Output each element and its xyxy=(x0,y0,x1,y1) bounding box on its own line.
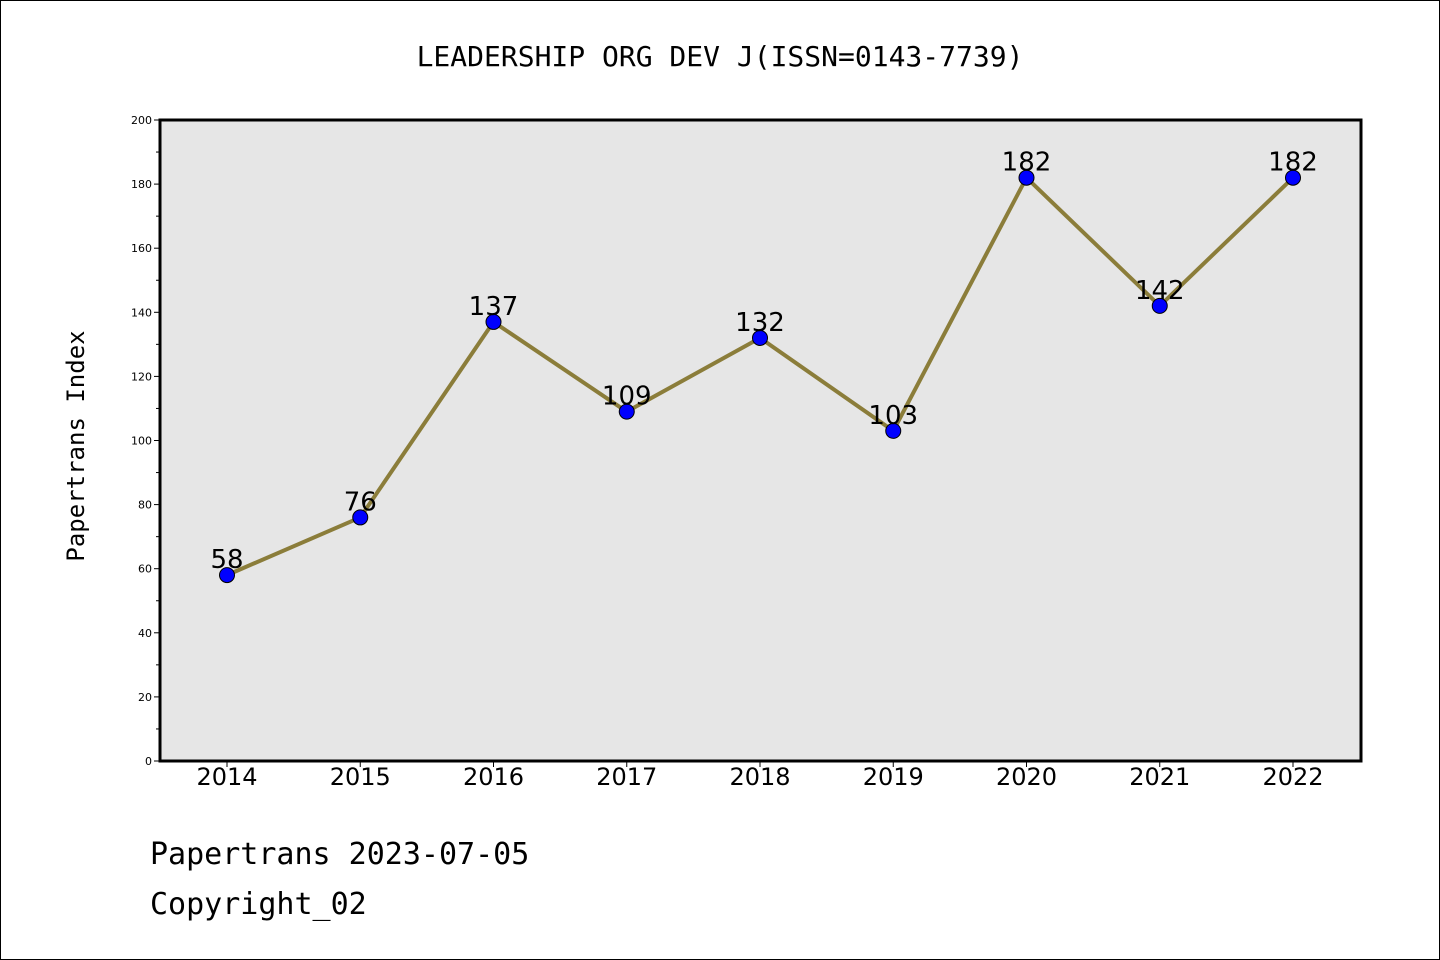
x-tick-label: 2015 xyxy=(330,763,391,791)
data-label: 109 xyxy=(602,382,652,412)
x-tick-label: 2016 xyxy=(463,763,524,791)
data-point xyxy=(618,403,635,420)
y-axis-ticks: 0 20 40 60 80 100 120 140 160 180 200 xyxy=(131,114,160,768)
data-point xyxy=(885,422,902,439)
data-point xyxy=(219,567,235,584)
y-tick-label: 20 xyxy=(138,691,152,704)
y-tick-label: 80 xyxy=(138,499,152,512)
y-tick-label: 60 xyxy=(138,563,152,576)
y-tick-label: 180 xyxy=(131,178,152,191)
footer-copyright: Copyright_02 xyxy=(150,887,367,922)
y-tick-label: 100 xyxy=(131,435,152,448)
data-label: 142 xyxy=(1135,276,1185,306)
data-point xyxy=(1151,297,1168,314)
y-axis-label: Papertrans Index xyxy=(62,330,90,561)
y-tick-label: 0 xyxy=(145,755,152,768)
data-point xyxy=(352,509,369,526)
x-tick-label: 2022 xyxy=(1262,763,1323,791)
y-tick-label: 120 xyxy=(131,370,152,383)
series-group: 58 76 137 109 132 103 182 142 182 xyxy=(210,148,1318,584)
x-tick-label: 2014 xyxy=(196,763,257,791)
data-label: 137 xyxy=(469,292,519,322)
x-tick-label: 2019 xyxy=(863,763,924,791)
x-tick-label: 2018 xyxy=(729,763,790,791)
plot-area xyxy=(160,120,1361,761)
data-label: 132 xyxy=(735,308,785,338)
x-tick-label: 2017 xyxy=(596,763,657,791)
plot-border xyxy=(158,118,1363,763)
y-tick-label: 40 xyxy=(138,627,152,640)
data-point xyxy=(485,313,502,330)
data-point xyxy=(752,329,768,346)
y-tick-label: 200 xyxy=(131,114,152,127)
data-label: 76 xyxy=(344,487,377,517)
y-tick-label: 160 xyxy=(131,242,152,255)
x-tick-label: 2020 xyxy=(996,763,1057,791)
x-tick-label: 2021 xyxy=(1129,763,1190,791)
y-tick-label: 140 xyxy=(131,306,152,319)
data-label: 58 xyxy=(210,545,243,575)
data-label: 182 xyxy=(1268,148,1318,178)
data-label: 103 xyxy=(868,401,918,431)
data-label: 182 xyxy=(1002,148,1052,178)
chart-title: LEADERSHIP ORG DEV J(ISSN=0143-7739) xyxy=(417,40,1024,73)
data-point xyxy=(1285,169,1301,186)
footer-date: Papertrans 2023-07-05 xyxy=(150,837,529,872)
x-axis-ticks: 2014 2015 2016 2017 2018 2019 2020 2021 2022 xyxy=(196,761,1324,791)
data-point xyxy=(1018,169,1035,186)
